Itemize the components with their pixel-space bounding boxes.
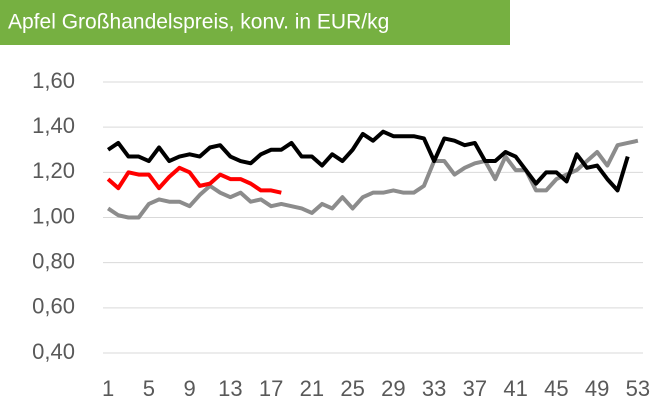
title-bar	[0, 0, 510, 45]
x-tick-label: 33	[422, 376, 446, 401]
y-tick-label: 1,40	[32, 113, 75, 138]
series-line	[106, 165, 282, 195]
x-tick-label: 13	[218, 376, 242, 401]
chart-title: Apfel Großhandelspreis, konv. in EUR/kg	[8, 11, 389, 34]
x-tick-label: 9	[183, 376, 195, 401]
x-tick-label: 29	[381, 376, 405, 401]
y-tick-label: 1,60	[32, 68, 75, 93]
x-tick-label: 45	[544, 376, 568, 401]
x-tick-label: 1	[102, 376, 114, 401]
y-tick-label: 1,20	[32, 158, 75, 183]
x-tick-label: 53	[626, 376, 650, 401]
x-tick-label: 37	[463, 376, 487, 401]
y-tick-label: 0,40	[32, 339, 75, 364]
y-tick-label: 0,80	[32, 248, 75, 273]
y-tick-label: 0,60	[32, 294, 75, 319]
y-tick-label: 1,00	[32, 203, 75, 228]
x-tick-label: 49	[585, 376, 609, 401]
x-tick-label: 21	[300, 376, 324, 401]
series-line	[106, 129, 630, 193]
x-tick-label: 17	[259, 376, 283, 401]
x-tick-label: 25	[340, 376, 364, 401]
x-tick-label: 5	[143, 376, 155, 401]
x-tick-label: 41	[503, 376, 527, 401]
series-line	[106, 138, 639, 220]
